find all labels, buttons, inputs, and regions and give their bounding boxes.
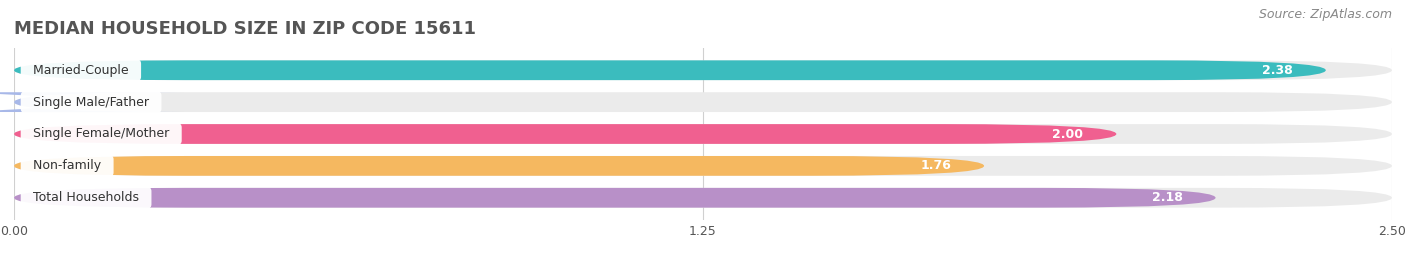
FancyBboxPatch shape xyxy=(14,124,1116,144)
Text: Single Male/Father: Single Male/Father xyxy=(25,96,157,109)
Text: Non-family: Non-family xyxy=(25,159,110,172)
FancyBboxPatch shape xyxy=(14,60,1326,80)
FancyBboxPatch shape xyxy=(14,60,1392,80)
FancyBboxPatch shape xyxy=(14,124,1392,144)
FancyBboxPatch shape xyxy=(14,92,1392,112)
Text: 2.18: 2.18 xyxy=(1152,191,1182,204)
Text: Married-Couple: Married-Couple xyxy=(25,64,136,77)
Text: 1.76: 1.76 xyxy=(920,159,950,172)
Text: MEDIAN HOUSEHOLD SIZE IN ZIP CODE 15611: MEDIAN HOUSEHOLD SIZE IN ZIP CODE 15611 xyxy=(14,20,477,38)
FancyBboxPatch shape xyxy=(0,92,186,112)
FancyBboxPatch shape xyxy=(14,156,984,176)
Text: 2.00: 2.00 xyxy=(1052,128,1083,140)
FancyBboxPatch shape xyxy=(14,156,1392,176)
Text: 0.00: 0.00 xyxy=(91,96,122,109)
Text: 2.38: 2.38 xyxy=(1263,64,1292,77)
Text: Total Households: Total Households xyxy=(25,191,148,204)
FancyBboxPatch shape xyxy=(14,188,1392,208)
Text: Source: ZipAtlas.com: Source: ZipAtlas.com xyxy=(1258,8,1392,21)
Text: Single Female/Mother: Single Female/Mother xyxy=(25,128,177,140)
FancyBboxPatch shape xyxy=(14,188,1216,208)
